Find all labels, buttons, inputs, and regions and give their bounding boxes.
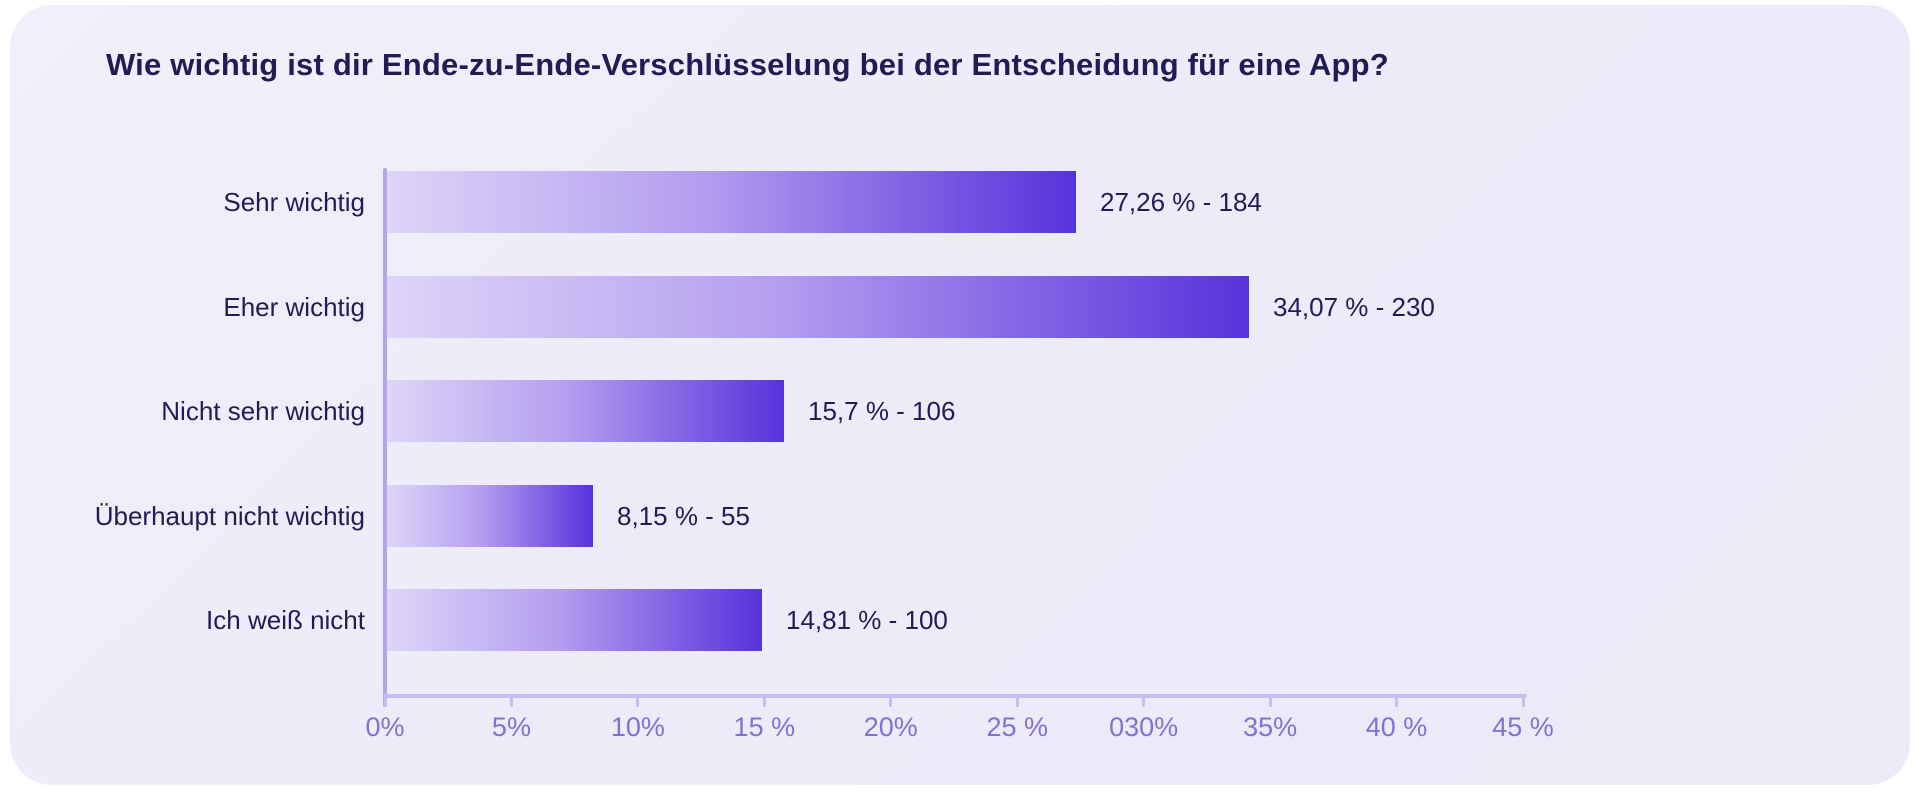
- x-tick-mark: [636, 694, 640, 707]
- x-tick-label: 10%: [610, 712, 665, 742]
- x-tick-label: 030%: [1109, 712, 1179, 742]
- x-tick-mark: [509, 694, 513, 707]
- y-axis-line: [383, 168, 387, 707]
- chart-card: Wie wichtig ist dir Ende-zu-Ende-Verschl…: [10, 5, 1910, 785]
- x-tick-label: 45 %: [1492, 712, 1554, 742]
- category-label: Eher wichtig: [223, 291, 365, 322]
- x-tick-label: 20%: [863, 712, 918, 742]
- category-label: Ich weiß nicht: [206, 604, 365, 635]
- chart-title: Wie wichtig ist dir Ende-zu-Ende-Verschl…: [106, 47, 1389, 82]
- bar-value-label: 27,26 % - 184: [1100, 186, 1262, 217]
- x-tick-label: 25 %: [986, 712, 1048, 742]
- x-tick-label: 15 %: [733, 712, 796, 742]
- category-label: Überhaupt nicht wichtig: [94, 500, 365, 531]
- bar-value-label: 8,15 % - 55: [617, 500, 750, 531]
- x-axis-line: [383, 694, 1527, 698]
- bar: [387, 485, 593, 547]
- category-label: Nicht sehr wichtig: [161, 395, 365, 426]
- x-tick-mark: [1142, 694, 1146, 707]
- x-tick-mark: [1268, 694, 1272, 707]
- bar: [387, 276, 1249, 338]
- bar: [387, 380, 784, 442]
- x-tick-mark: [383, 694, 387, 707]
- bar: [387, 589, 762, 651]
- bar: [387, 171, 1076, 233]
- x-tick-mark: [1015, 694, 1019, 707]
- x-tick-mark: [762, 694, 766, 707]
- x-tick-mark: [1395, 694, 1399, 707]
- category-label: Sehr wichtig: [223, 186, 365, 217]
- bar-value-label: 15,7 % - 106: [808, 395, 956, 426]
- bar-value-label: 14,81 % - 100: [786, 604, 948, 635]
- x-tick-label: 35%: [1243, 712, 1298, 742]
- x-tick-label: 40 %: [1365, 712, 1428, 742]
- x-tick-mark: [1521, 694, 1525, 707]
- x-tick-label: 5%: [491, 712, 531, 742]
- x-tick-mark: [889, 694, 893, 707]
- x-tick-label: 0%: [365, 712, 405, 742]
- bar-value-label: 34,07 % - 230: [1273, 291, 1435, 322]
